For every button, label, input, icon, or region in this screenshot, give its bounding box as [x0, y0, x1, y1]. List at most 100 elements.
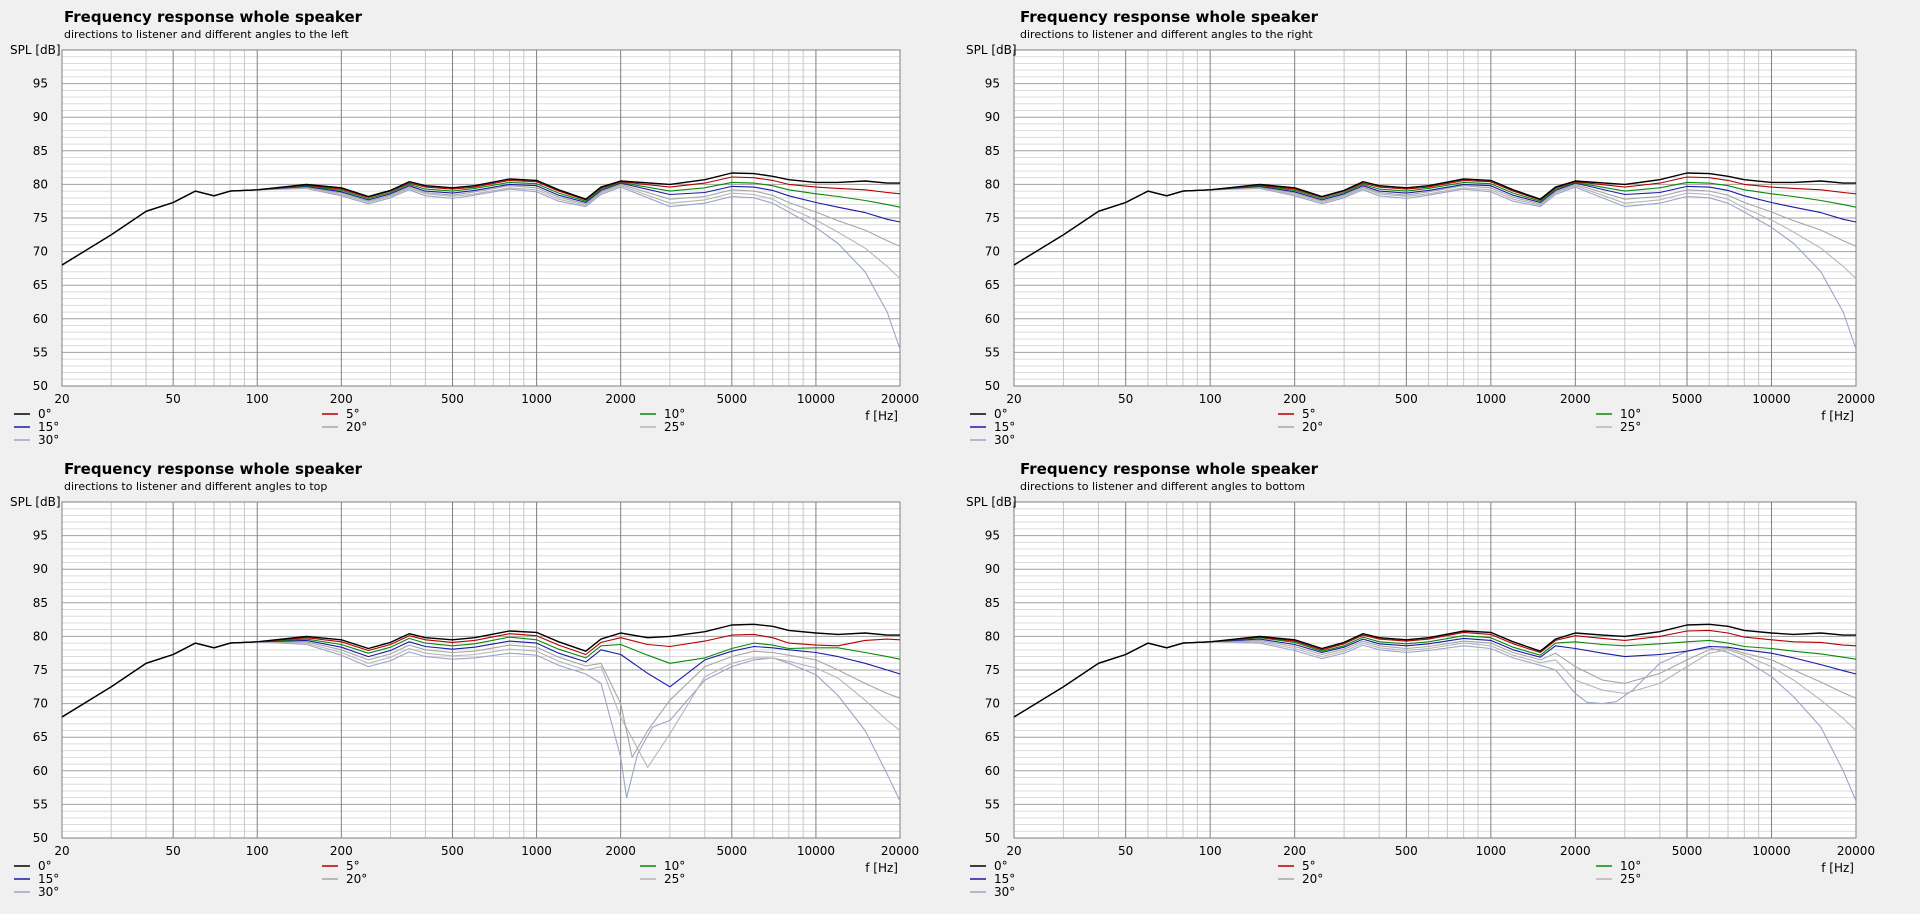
y-tick-label: 70 [33, 245, 48, 259]
y-tick-label: 60 [33, 312, 48, 326]
y-tick-label: 95 [33, 529, 48, 543]
y-axis-label: SPL [dB] [10, 43, 61, 57]
legend-label: 20° [346, 420, 367, 434]
y-tick-label: 85 [985, 144, 1000, 158]
legend-label: 5° [346, 407, 360, 421]
y-tick-label: 75 [985, 211, 1000, 225]
chart-subtitle: directions to listener and different ang… [1020, 28, 1313, 41]
legend-label: 5° [346, 859, 360, 873]
legend-item: 0° [14, 407, 52, 421]
legend-item: 20° [322, 420, 367, 434]
legend-item: 25° [1596, 420, 1641, 434]
plot-frame [1013, 501, 1857, 839]
legend-item: 10° [640, 859, 685, 873]
x-axis-label: f [Hz] [1821, 861, 1854, 875]
y-tick-label: 60 [985, 312, 1000, 326]
x-tick-label: 50 [166, 844, 181, 858]
y-tick-label: 85 [33, 144, 48, 158]
chart-subtitle: directions to listener and different ang… [64, 28, 349, 41]
x-tick-label: 10000 [797, 392, 835, 406]
x-tick-label: 500 [441, 844, 464, 858]
legend-label: 5° [1302, 407, 1316, 421]
y-tick-label: 65 [33, 730, 48, 744]
x-tick-label: 2000 [1560, 844, 1591, 858]
legend-item: 15° [14, 420, 59, 434]
legend-item: 10° [1596, 407, 1641, 421]
legend-item: 10° [1596, 859, 1641, 873]
y-tick-label: 50 [985, 379, 1000, 393]
legend-label: 15° [38, 420, 59, 434]
x-axis-label: f [Hz] [1821, 409, 1854, 423]
y-tick-label: 90 [985, 110, 1000, 124]
legend-label: 10° [1620, 859, 1641, 873]
legend-label: 20° [1302, 420, 1323, 434]
y-tick-label: 55 [33, 797, 48, 811]
x-tick-label: 2000 [605, 844, 636, 858]
legend-label: 25° [664, 872, 685, 886]
x-tick-label: 500 [1395, 844, 1418, 858]
y-tick-label: 50 [985, 831, 1000, 845]
legend-item: 0° [970, 859, 1008, 873]
chart-title: Frequency response whole speaker [64, 8, 363, 26]
y-tick-label: 70 [985, 245, 1000, 259]
x-tick-label: 100 [246, 844, 269, 858]
x-tick-label: 20 [54, 844, 69, 858]
chart-title: Frequency response whole speaker [1020, 8, 1319, 26]
y-tick-label: 55 [985, 345, 1000, 359]
x-tick-label: 10000 [797, 844, 835, 858]
legend-item: 5° [1278, 407, 1316, 421]
x-tick-label: 200 [330, 392, 353, 406]
legend-item: 30° [14, 433, 59, 447]
x-tick-label: 10000 [1752, 844, 1790, 858]
y-axis-label: SPL [dB] [10, 495, 61, 509]
x-tick-label: 20000 [1837, 844, 1875, 858]
legend-item: 15° [970, 872, 1015, 886]
legend-item: 0° [14, 859, 52, 873]
plot-frame [1013, 49, 1857, 387]
plot-frame [61, 49, 901, 387]
x-tick-label: 2000 [1560, 392, 1591, 406]
x-tick-label: 20 [1006, 392, 1021, 406]
legend-label: 15° [994, 872, 1015, 886]
legend-item: 20° [1278, 872, 1323, 886]
legend-label: 0° [994, 859, 1008, 873]
y-tick-label: 90 [985, 562, 1000, 576]
y-tick-label: 70 [33, 697, 48, 711]
y-tick-label: 60 [985, 764, 1000, 778]
y-tick-label: 95 [985, 77, 1000, 91]
legend-label: 10° [1620, 407, 1641, 421]
legend-item: 30° [14, 885, 59, 899]
series-line-0deg [61, 172, 900, 266]
legend-item: 5° [322, 407, 360, 421]
y-tick-label: 65 [985, 730, 1000, 744]
x-tick-label: 20000 [881, 844, 919, 858]
legend-label: 30° [38, 433, 59, 447]
y-tick-label: 80 [985, 629, 1000, 643]
chart-title: Frequency response whole speaker [1020, 460, 1319, 478]
y-tick-label: 90 [33, 562, 48, 576]
legend-label: 15° [994, 420, 1015, 434]
legend-label: 5° [1302, 859, 1316, 873]
x-tick-label: 50 [1118, 844, 1133, 858]
chart-subtitle: directions to listener and different ang… [64, 480, 327, 493]
y-tick-label: 80 [33, 629, 48, 643]
x-tick-label: 1000 [1476, 844, 1507, 858]
x-tick-label: 5000 [1672, 844, 1703, 858]
y-tick-label: 65 [33, 278, 48, 292]
x-axis-label: f [Hz] [865, 861, 898, 875]
y-tick-label: 95 [33, 77, 48, 91]
y-tick-label: 80 [33, 177, 48, 191]
x-tick-label: 1000 [521, 392, 552, 406]
legend-label: 0° [994, 407, 1008, 421]
legend-label: 30° [994, 885, 1015, 899]
legend-item: 10° [640, 407, 685, 421]
x-tick-label: 50 [1118, 392, 1133, 406]
legend-item: 25° [640, 420, 685, 434]
legend-item: 0° [970, 407, 1008, 421]
y-tick-label: 85 [985, 596, 1000, 610]
legend-item: 15° [14, 872, 59, 886]
chart-panel-2: 50 55 60 65 70 75 80 85 90 95 20 50 100 200 500 1000 200… [966, 8, 1875, 447]
x-tick-label: 20 [1006, 844, 1021, 858]
legend-label: 30° [994, 433, 1015, 447]
